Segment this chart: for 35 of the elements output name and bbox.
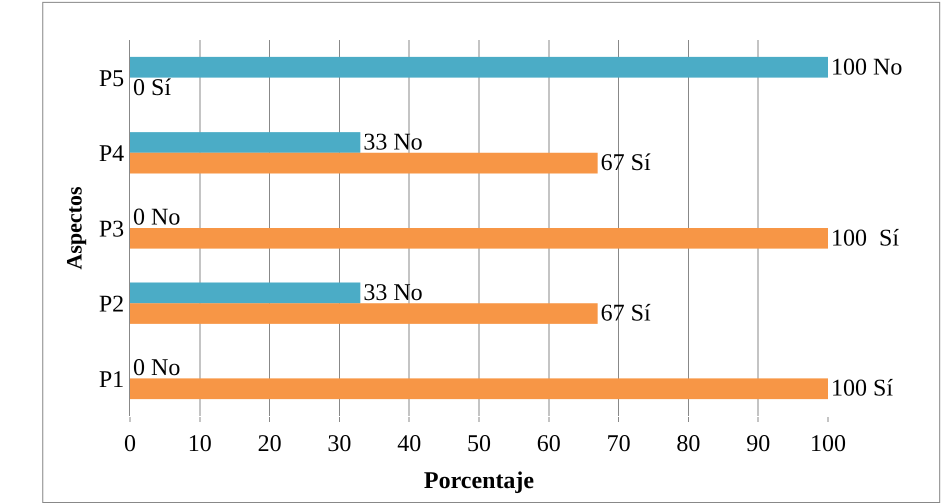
- bar: [130, 132, 360, 153]
- data-label: 0 No: [133, 355, 180, 382]
- data-label: 0 No: [133, 204, 180, 231]
- bar: [130, 378, 828, 400]
- x-tick-label: 20: [258, 430, 282, 457]
- x-tick-label: 10: [188, 430, 212, 457]
- x-tick-label: 0: [124, 430, 136, 457]
- x-tick-label: 100: [810, 430, 846, 457]
- y-tick-label: P4: [98, 141, 124, 168]
- x-tick-label: 90: [746, 430, 770, 457]
- bar: [130, 56, 828, 78]
- y-tick-label: P3: [98, 216, 124, 242]
- data-label: 67 Sí: [600, 300, 652, 327]
- data-label: 0 Sí: [133, 74, 172, 101]
- y-axis-title: Aspectos: [62, 186, 87, 270]
- data-label: 33 No: [363, 280, 423, 306]
- data-label: 33 No: [363, 129, 423, 156]
- bar: [130, 282, 360, 304]
- x-tick-label: 30: [327, 430, 352, 457]
- data-label: 67 Sí: [600, 150, 652, 176]
- data-label: 100 No: [831, 54, 902, 80]
- x-tick-label: 80: [676, 430, 700, 457]
- bar: [130, 228, 828, 249]
- x-tick-label: 70: [606, 430, 631, 457]
- bar: [130, 152, 598, 174]
- x-axis-title: Porcentaje: [424, 468, 534, 494]
- x-tick-label: 60: [536, 430, 561, 457]
- y-tick-label: P1: [98, 366, 124, 393]
- data-label: 100 Sí: [831, 376, 894, 402]
- y-tick-label: P2: [98, 292, 124, 318]
- y-tick-label: P5: [98, 66, 124, 92]
- x-tick-label: 40: [397, 430, 422, 457]
- bar: [130, 303, 598, 324]
- x-tick-label: 50: [467, 430, 491, 457]
- data-label: 100 Sí: [831, 225, 900, 252]
